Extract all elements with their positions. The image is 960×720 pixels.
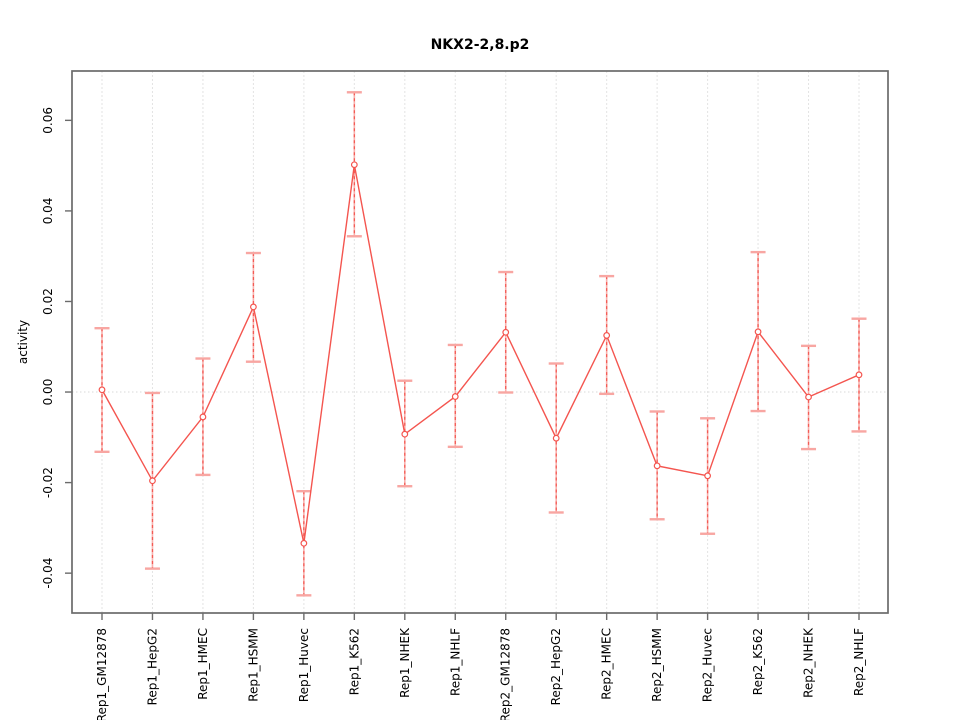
x-tick-label: Rep2_GM12878 xyxy=(499,628,513,720)
data-point xyxy=(401,430,409,438)
data-point xyxy=(451,393,459,400)
x-tick-label: Rep2_HepG2 xyxy=(549,628,563,705)
y-tick-label: 0.04 xyxy=(41,198,55,225)
x-tick-label: Rep1_HSMM xyxy=(246,628,260,702)
x-tick-label: Rep2_NHEK xyxy=(802,627,816,698)
data-point xyxy=(249,303,257,311)
x-tick-label: Rep1_NHEK xyxy=(398,627,412,698)
chart-title: NKX2-2,8.p2 xyxy=(431,37,530,53)
data-point xyxy=(149,477,156,485)
x-tick-label: Rep2_HMEC xyxy=(600,628,614,700)
series-line xyxy=(101,164,860,544)
x-tick-label: Rep1_NHLF xyxy=(448,628,462,696)
y-axis-label: activity xyxy=(16,320,30,364)
data-point xyxy=(98,386,106,394)
plot-box xyxy=(71,70,889,614)
y-tick-label: -0.04 xyxy=(41,558,55,589)
data-point xyxy=(603,332,611,339)
data-point xyxy=(300,539,308,547)
x-tick-label: Rep1_Huvec xyxy=(297,628,311,702)
x-tick-label: Rep1_K562 xyxy=(347,628,361,695)
x-tick-label: Rep2_K562 xyxy=(751,628,765,695)
data-point xyxy=(552,434,560,442)
x-tick-label: Rep1_HepG2 xyxy=(145,628,159,705)
y-tick-label: 0.06 xyxy=(41,107,55,134)
data-point xyxy=(653,462,661,470)
data-point xyxy=(704,472,711,480)
data-point xyxy=(350,161,358,169)
y-tick-label: 0.02 xyxy=(41,288,55,315)
x-tick-label: Rep2_HSMM xyxy=(650,628,664,702)
data-point xyxy=(502,328,510,336)
x-tick-label: Rep2_NHLF xyxy=(852,628,866,696)
data-point xyxy=(754,328,762,336)
x-tick-label: Rep2_Huvec xyxy=(701,628,715,702)
y-tick-label: -0.02 xyxy=(41,467,55,498)
y-tick-label: 0.00 xyxy=(41,379,55,406)
data-point xyxy=(805,393,812,401)
data-point xyxy=(199,413,207,421)
x-tick-label: Rep1_GM12878 xyxy=(95,628,109,720)
x-tick-label: Rep1_HMEC xyxy=(196,628,210,700)
data-point xyxy=(855,371,863,379)
